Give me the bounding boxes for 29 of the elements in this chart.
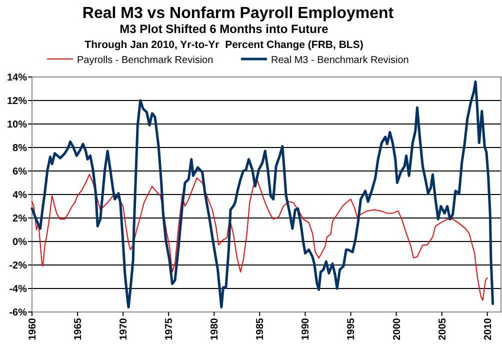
x-tick-label: 1995 <box>346 318 358 340</box>
x-tick-label: 2005 <box>437 318 448 340</box>
y-tick-label: 0% <box>12 237 28 248</box>
x-tick-label: 2000 <box>392 318 403 340</box>
y-tick-label: 14% <box>6 72 28 84</box>
y-tick-label: -2% <box>9 260 28 272</box>
x-tick-label: 1985 <box>255 318 266 340</box>
line-series <box>32 174 488 301</box>
x-tick-label: 1980 <box>210 318 221 340</box>
y-tick-label: 10% <box>6 120 28 130</box>
y-tick-label: 4% <box>12 190 28 201</box>
x-tick-label: 1970 <box>118 318 130 340</box>
x-tick-label: 1960 <box>28 318 38 340</box>
legend-label: Real M3 - Benchmark Revision <box>271 55 409 66</box>
x-tick-label: 1965 <box>73 318 84 340</box>
y-tick-label: -4% <box>9 284 28 295</box>
text: Through Jan 2010, Yr-to-Yr Percent Change (FRB, BLS) <box>84 39 364 51</box>
y-tick-label: 6% <box>12 166 28 178</box>
y-tick-label: -6% <box>9 308 28 318</box>
chart-title: Real M3 vs Nonfarm Payroll Employment <box>82 5 394 22</box>
x-tick-label: 1975 <box>164 318 176 340</box>
x-tick-label: 2010 <box>482 318 494 340</box>
y-tick-label: 8% <box>12 143 28 154</box>
line-series <box>30 80 494 309</box>
x-tick-label: 1990 <box>300 318 312 340</box>
chart-subtitle: M3 Plot Shifted 6 Months into Future <box>120 22 329 36</box>
y-tick-label: 12% <box>6 96 28 107</box>
y-tick-label: 2% <box>12 214 28 224</box>
legend-label: Payrolls - Benchmark Revision <box>77 55 214 66</box>
